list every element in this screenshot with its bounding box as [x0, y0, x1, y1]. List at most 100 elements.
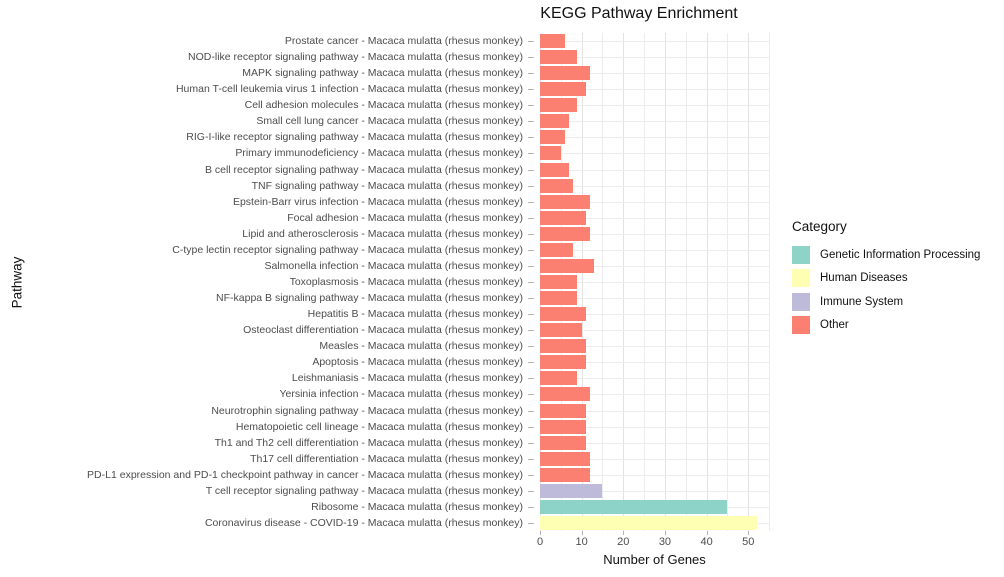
y-axis-label: NF-kappa B signaling pathway - Macaca mu… [216, 292, 523, 305]
y-axis-label: Lipid and atherosclerosis - Macaca mulat… [242, 227, 523, 240]
y-axis-tick [528, 346, 534, 348]
bar-osteoclast-differentiation [540, 323, 582, 338]
legend-swatch-other [792, 316, 810, 335]
y-axis-labels: Prostate cancer - Macaca mulatta (rhesus… [0, 33, 526, 531]
y-axis-tick [528, 330, 534, 332]
bar-leishmaniasis [540, 371, 578, 386]
legend-item-label: Genetic Information Processing [820, 248, 981, 261]
x-axis-tick [581, 531, 583, 535]
x-gridline [769, 33, 771, 531]
y-axis-label: NOD-like receptor signaling pathway - Ma… [188, 51, 523, 64]
y-axis-tick [528, 41, 534, 43]
y-axis-tick [528, 522, 534, 524]
y-axis-tick [528, 185, 534, 187]
y-gridline [540, 121, 769, 123]
bar-mapk-signaling-pathway [540, 66, 590, 81]
bar-th17-cell-differentiation [540, 451, 590, 466]
y-axis-label: RIG-I-like receptor signaling pathway - … [186, 131, 523, 144]
y-axis-tick [528, 57, 534, 59]
y-gridline [540, 490, 769, 492]
bar-neurotrophin-signaling-pathway [540, 403, 586, 418]
y-axis-tick [528, 201, 534, 203]
y-axis-tick [528, 137, 534, 139]
x-axis-tick-label: 0 [536, 536, 544, 548]
legend-item-label: Immune System [820, 295, 904, 308]
bar-nod-like-receptor-signaling-pathway [540, 50, 578, 65]
bar-b-cell-receptor-signaling-pathway [540, 162, 570, 177]
y-axis-tick [528, 378, 534, 380]
y-axis-label: Coronavirus disease - COVID-19 - Macaca … [204, 516, 523, 529]
bar-human-t-cell-leukemia-virus-1-infection [540, 82, 586, 97]
y-gridline [540, 442, 769, 444]
y-gridline [540, 105, 769, 107]
bar-lipid-and-atherosclerosis [540, 226, 590, 241]
bar-epstein-barr-virus-infection [540, 194, 590, 209]
y-gridline [540, 57, 769, 59]
x-axis-tick [748, 531, 750, 535]
y-gridline [540, 362, 769, 364]
y-axis-tick [528, 265, 534, 267]
y-axis-label: Hepatitis B - Macaca mulatta (rhesus mon… [307, 308, 523, 321]
x-axis-title: Number of Genes [603, 552, 706, 567]
bar-measles [540, 339, 586, 354]
y-axis-label: B cell receptor signaling pathway - Maca… [204, 163, 523, 176]
y-axis-tick [528, 474, 534, 476]
y-axis-label: Primary immunodeficiency - Macaca mulatt… [235, 147, 523, 160]
y-axis-tick [528, 442, 534, 444]
bar-salmonella-infection [540, 258, 595, 273]
bar-prostate-cancer [540, 34, 565, 49]
bar-hematopoietic-cell-lineage [540, 419, 586, 434]
y-axis-label: Leishmaniasis - Macaca mulatta (rhesus m… [291, 372, 523, 385]
y-axis-label: Cell adhesion molecules - Macaca mulatta… [244, 99, 523, 112]
bar-coronavirus-disease [540, 515, 757, 530]
x-axis-tick-label: 20 [617, 536, 630, 548]
y-gridline [540, 153, 769, 155]
y-axis-tick [528, 298, 534, 300]
x-axis-tick [664, 531, 666, 535]
legend-swatch-genetic-information-processing [792, 245, 810, 264]
y-gridline [540, 474, 769, 476]
y-gridline [540, 169, 769, 171]
legend-item-label: Other [820, 319, 849, 332]
y-gridline [540, 378, 769, 380]
y-axis-label: Th1 and Th2 cell differentiation - Macac… [214, 436, 523, 449]
y-axis-tick [528, 458, 534, 460]
plot-panel [540, 33, 771, 531]
legend-item-label: Human Diseases [820, 272, 908, 285]
y-axis-tick [528, 169, 534, 171]
y-axis-label: Small cell lung cancer - Macaca mulatta … [256, 115, 523, 128]
y-axis-tick [528, 73, 534, 75]
y-axis-tick [528, 394, 534, 396]
legend-item: Genetic Information Processing [792, 243, 1002, 267]
y-axis-label: MAPK signaling pathway - Macaca mulatta … [242, 67, 523, 80]
y-axis-label: Yersinia infection - Macaca mulatta (rhe… [279, 388, 523, 401]
y-axis-tick [528, 426, 534, 428]
y-gridline [540, 410, 769, 412]
y-axis-tick [528, 314, 534, 316]
y-axis-label: C-type lectin receptor signaling pathway… [172, 243, 523, 256]
legend-item: Other [792, 314, 1002, 338]
x-axis-tick [540, 531, 541, 535]
chart-title: KEGG Pathway Enrichment [540, 5, 738, 22]
bar-nf-kappa-b-signaling-pathway [540, 291, 578, 306]
y-gridline [540, 426, 769, 428]
y-gridline [540, 346, 769, 348]
y-axis-label: Measles - Macaca mulatta (rhesus monkey) [319, 340, 523, 353]
y-axis-tick [528, 506, 534, 508]
y-axis-label: Neurotrophin signaling pathway - Macaca … [211, 404, 523, 417]
y-gridline [540, 265, 769, 267]
y-gridline [540, 298, 769, 300]
legend-item: Human Diseases [792, 267, 1002, 291]
y-axis-label: T cell receptor signaling pathway - Maca… [205, 484, 523, 497]
y-gridline [540, 249, 769, 251]
y-axis-label: Apoptosis - Macaca mulatta (rhesus monke… [312, 356, 523, 369]
bar-ribosome [540, 499, 728, 514]
bar-th1-and-th2-cell-differentiation [540, 435, 586, 450]
legend-title: Category [792, 219, 847, 234]
y-axis-tick [528, 217, 534, 219]
x-axis-tick [623, 531, 625, 535]
y-axis-label: Human T-cell leukemia virus 1 infection … [175, 83, 523, 96]
bar-pd-l1-expression-and-pd-1-checkpoint-pathway-in-cancer [540, 467, 590, 482]
bar-cell-adhesion-molecules [540, 98, 578, 113]
y-gridline [540, 41, 769, 43]
